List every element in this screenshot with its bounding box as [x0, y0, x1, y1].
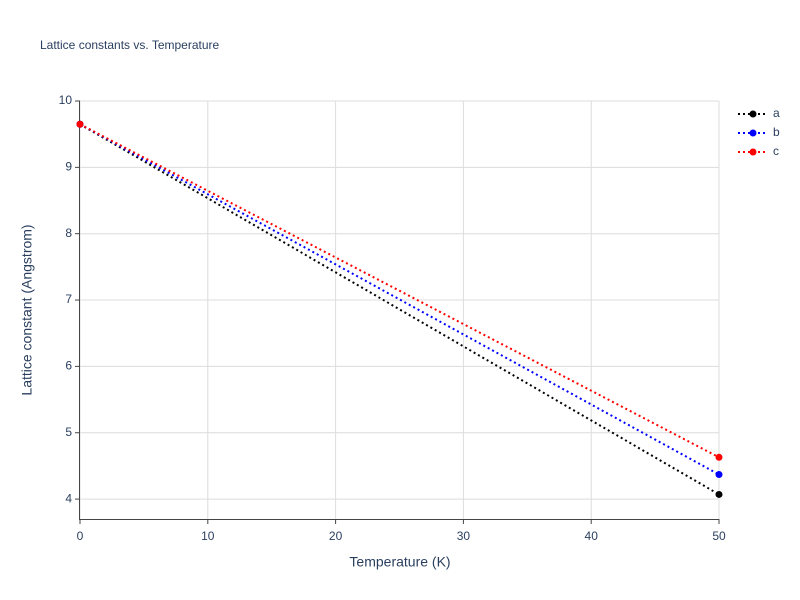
legend-marker [749, 110, 757, 118]
legend-label: b [773, 125, 780, 139]
chart-title: Lattice constants vs. Temperature [40, 38, 220, 52]
x-tick-label: 20 [329, 529, 343, 543]
x-tick-label: 40 [585, 529, 599, 543]
series-line [79, 123, 720, 476]
data-point [715, 453, 723, 461]
legend-label: a [773, 106, 780, 120]
y-tick-label: 4 [65, 491, 72, 505]
data-point [715, 471, 723, 479]
legend-marker [749, 148, 757, 156]
data-point [715, 490, 723, 498]
grid [79, 100, 720, 519]
x-tick-label: 10 [201, 529, 215, 543]
data-point [76, 120, 84, 128]
x-tick-label: 0 [77, 529, 84, 543]
legend-label: c [773, 144, 779, 158]
y-tick-label: 7 [65, 292, 72, 306]
x-tick-label: 50 [712, 529, 726, 543]
y-tick-label: 10 [59, 93, 73, 107]
y-axis-title: Lattice constant (Angstrom) [19, 224, 35, 395]
y-tick-label: 9 [65, 160, 72, 174]
y-tick-label: 8 [65, 226, 72, 240]
legend-marker [749, 129, 757, 137]
x-axis-title: Temperature (K) [349, 554, 450, 570]
y-tick-label: 5 [65, 425, 72, 439]
x-tick-label: 30 [457, 529, 471, 543]
series-line [79, 123, 720, 459]
y-tick-label: 6 [65, 359, 72, 373]
series-line [79, 123, 720, 496]
